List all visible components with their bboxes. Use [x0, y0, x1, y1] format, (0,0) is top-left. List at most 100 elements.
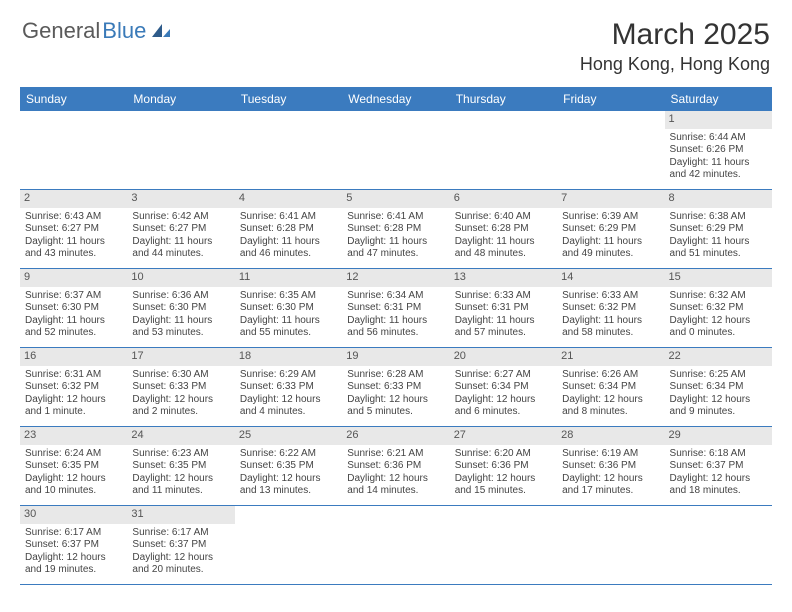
sunrise-text: Sunrise: 6:30 AM [132, 369, 229, 382]
sunset-text: Sunset: 6:37 PM [132, 539, 229, 552]
day-cell: 24 Sunrise: 6:23 AMSunset: 6:35 PMDayligh… [127, 427, 234, 505]
sunrise-text: Sunrise: 6:32 AM [670, 290, 767, 303]
day-number: 18 [235, 348, 342, 366]
sunset-text: Sunset: 6:30 PM [25, 302, 122, 315]
day-number: 28 [557, 427, 664, 445]
day-number: 19 [342, 348, 449, 366]
logo-text-blue: Blue [102, 18, 146, 44]
day-number: 1 [665, 111, 772, 129]
daylight-text: Daylight: 12 hours and 20 minutes. [132, 552, 229, 577]
day-cell: 14Sunrise: 6:33 AMSunset: 6:32 PMDayligh… [557, 269, 664, 347]
daylight-text: Daylight: 11 hours and 57 minutes. [455, 315, 552, 340]
daylight-text: Daylight: 12 hours and 11 minutes. [132, 473, 229, 498]
sunset-text: Sunset: 6:28 PM [240, 223, 337, 236]
sunset-text: Sunset: 6:35 PM [25, 460, 122, 473]
day-header-wed: Wednesday [342, 87, 449, 111]
sunset-text: Sunset: 6:32 PM [25, 381, 122, 394]
daylight-text: Daylight: 11 hours and 42 minutes. [670, 157, 767, 182]
sunrise-text: Sunrise: 6:26 AM [562, 369, 659, 382]
daylight-text: Daylight: 12 hours and 2 minutes. [132, 394, 229, 419]
sunset-text: Sunset: 6:35 PM [240, 460, 337, 473]
day-cell [557, 111, 664, 189]
logo-text-general: General [22, 18, 100, 44]
day-cell: 11Sunrise: 6:35 AMSunset: 6:30 PMDayligh… [235, 269, 342, 347]
day-header-thu: Thursday [450, 87, 557, 111]
sunset-text: Sunset: 6:27 PM [132, 223, 229, 236]
day-cell: 18Sunrise: 6:29 AMSunset: 6:33 PMDayligh… [235, 348, 342, 426]
sunset-text: Sunset: 6:32 PM [562, 302, 659, 315]
sunset-text: Sunset: 6:31 PM [455, 302, 552, 315]
day-number: 24 [127, 427, 234, 445]
day-cell: 7Sunrise: 6:39 AMSunset: 6:29 PMDaylight… [557, 190, 664, 268]
day-cell [342, 506, 449, 584]
daylight-text: Daylight: 11 hours and 49 minutes. [562, 236, 659, 261]
sunrise-text: Sunrise: 6:20 AM [455, 448, 552, 461]
day-cell: 28 Sunrise: 6:19 AMSunset: 6:36 PMDayligh… [557, 427, 664, 505]
day-number: 29 [665, 427, 772, 445]
daylight-text: Daylight: 12 hours and 15 minutes. [455, 473, 552, 498]
day-number: 12 [342, 269, 449, 287]
day-number: 23 [20, 427, 127, 445]
sunset-text: Sunset: 6:37 PM [25, 539, 122, 552]
daylight-text: Daylight: 12 hours and 9 minutes. [670, 394, 767, 419]
header: General Blue March 2025 Hong Kong, Hong … [0, 0, 792, 83]
day-cell [665, 506, 772, 584]
sunset-text: Sunset: 6:31 PM [347, 302, 444, 315]
title-block: March 2025 Hong Kong, Hong Kong [580, 18, 770, 75]
day-number: 9 [20, 269, 127, 287]
sunrise-text: Sunrise: 6:22 AM [240, 448, 337, 461]
daylight-text: Daylight: 11 hours and 48 minutes. [455, 236, 552, 261]
day-cell: 16Sunrise: 6:31 AMSunset: 6:32 PMDayligh… [20, 348, 127, 426]
sunrise-text: Sunrise: 6:19 AM [562, 448, 659, 461]
week-row: 9Sunrise: 6:37 AMSunset: 6:30 PMDaylight… [20, 269, 772, 348]
day-cell: 20Sunrise: 6:27 AMSunset: 6:34 PMDayligh… [450, 348, 557, 426]
day-header-sun: Sunday [20, 87, 127, 111]
day-number: 6 [450, 190, 557, 208]
day-cell: 27Sunrise: 6:20 AMSunset: 6:36 PMDayligh… [450, 427, 557, 505]
day-number: 5 [342, 190, 449, 208]
daylight-text: Daylight: 11 hours and 52 minutes. [25, 315, 122, 340]
day-cell: 5Sunrise: 6:41 AMSunset: 6:28 PMDaylight… [342, 190, 449, 268]
daylight-text: Daylight: 12 hours and 19 minutes. [25, 552, 122, 577]
day-cell: 29Sunrise: 6:18 AMSunset: 6:37 PMDayligh… [665, 427, 772, 505]
day-number: 15 [665, 269, 772, 287]
sunset-text: Sunset: 6:26 PM [670, 144, 767, 157]
sunrise-text: Sunrise: 6:35 AM [240, 290, 337, 303]
sunrise-text: Sunrise: 6:31 AM [25, 369, 122, 382]
day-header-sat: Saturday [665, 87, 772, 111]
week-row: 16Sunrise: 6:31 AMSunset: 6:32 PMDayligh… [20, 348, 772, 427]
day-header-fri: Friday [557, 87, 664, 111]
sunrise-text: Sunrise: 6:24 AM [25, 448, 122, 461]
sunset-text: Sunset: 6:36 PM [562, 460, 659, 473]
sunrise-text: Sunrise: 6:43 AM [25, 211, 122, 224]
day-number: 30 [20, 506, 127, 524]
sunrise-text: Sunrise: 6:23 AM [132, 448, 229, 461]
daylight-text: Daylight: 12 hours and 8 minutes. [562, 394, 659, 419]
day-number: 17 [127, 348, 234, 366]
day-cell: 21Sunrise: 6:26 AMSunset: 6:34 PMDayligh… [557, 348, 664, 426]
daylight-text: Daylight: 11 hours and 43 minutes. [25, 236, 122, 261]
sunset-text: Sunset: 6:34 PM [455, 381, 552, 394]
sunset-text: Sunset: 6:37 PM [670, 460, 767, 473]
day-cell [557, 506, 664, 584]
sunrise-text: Sunrise: 6:42 AM [132, 211, 229, 224]
daylight-text: Daylight: 11 hours and 56 minutes. [347, 315, 444, 340]
sunset-text: Sunset: 6:33 PM [240, 381, 337, 394]
day-cell [20, 111, 127, 189]
day-number: 3 [127, 190, 234, 208]
sunrise-text: Sunrise: 6:34 AM [347, 290, 444, 303]
week-row: 1Sunrise: 6:44 AMSunset: 6:26 PMDaylight… [20, 111, 772, 190]
sunrise-text: Sunrise: 6:29 AM [240, 369, 337, 382]
sunset-text: Sunset: 6:35 PM [132, 460, 229, 473]
day-cell: 19Sunrise: 6:28 AMSunset: 6:33 PMDayligh… [342, 348, 449, 426]
sunrise-text: Sunrise: 6:27 AM [455, 369, 552, 382]
sunset-text: Sunset: 6:32 PM [670, 302, 767, 315]
day-cell: 22Sunrise: 6:25 AMSunset: 6:34 PMDayligh… [665, 348, 772, 426]
sail-icon [150, 22, 172, 40]
daylight-text: Daylight: 12 hours and 17 minutes. [562, 473, 659, 498]
sunrise-text: Sunrise: 6:36 AM [132, 290, 229, 303]
day-cell: 1Sunrise: 6:44 AMSunset: 6:26 PMDaylight… [665, 111, 772, 189]
daylight-text: Daylight: 12 hours and 1 minute. [25, 394, 122, 419]
day-cell: 12 Sunrise: 6:34 AMSunset: 6:31 PMDayligh… [342, 269, 449, 347]
daylight-text: Daylight: 11 hours and 55 minutes. [240, 315, 337, 340]
